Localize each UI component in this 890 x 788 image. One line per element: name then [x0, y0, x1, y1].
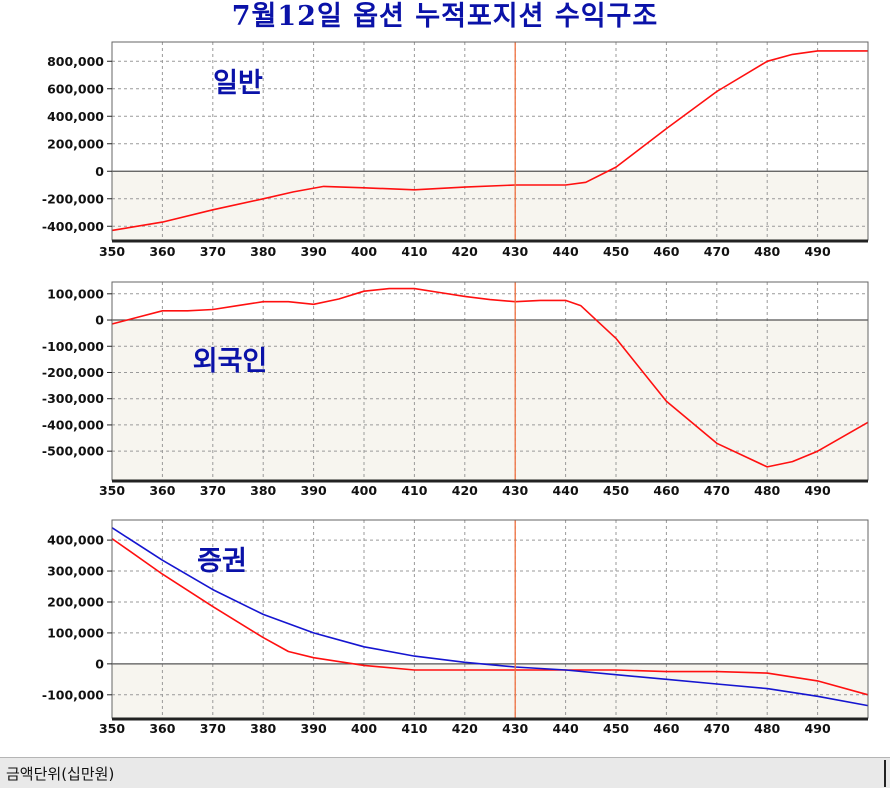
y-tick-label: 0	[95, 164, 104, 179]
y-tick-label: 0	[95, 313, 104, 328]
x-tick-label: 420	[452, 483, 478, 498]
y-tick-label: -100,000	[42, 687, 104, 702]
x-tick-label: 390	[301, 244, 327, 259]
x-tick-label: 410	[401, 483, 427, 498]
panel-label: 증권	[197, 546, 247, 577]
x-tick-label: 400	[351, 483, 377, 498]
panel-label: 일반	[213, 68, 263, 99]
x-tick-label: 470	[704, 483, 730, 498]
x-tick-label: 490	[805, 244, 831, 259]
chart-panel-2: -500,000 -400,000 -300,000 -200,000 -100,000…	[42, 281, 869, 498]
status-bar: 금액단위(십만원)	[0, 757, 890, 788]
x-tick-label: 350	[99, 244, 125, 259]
x-tick-label: 400	[351, 244, 377, 259]
x-tick-label: 410	[401, 244, 427, 259]
x-tick-label: 480	[754, 244, 780, 259]
negative-region	[112, 171, 868, 240]
x-tick-label: 430	[502, 483, 528, 498]
y-tick-label: 400,000	[47, 109, 104, 124]
x-tick-label: 360	[149, 483, 175, 498]
x-tick-label: 380	[250, 244, 276, 259]
chart-panel-1: -400,000 -200,000 0 200,000 400,000 600,000 80…	[42, 41, 869, 259]
x-tick-label: 460	[653, 721, 679, 736]
y-tick-label: 300,000	[47, 564, 104, 579]
x-tick-label: 440	[553, 244, 579, 259]
y-tick-label: -300,000	[42, 391, 104, 406]
x-tick-label: 390	[301, 483, 327, 498]
x-tick-label: 370	[200, 721, 226, 736]
x-tick-label: 440	[553, 483, 579, 498]
y-tick-label: 800,000	[47, 54, 104, 69]
x-tick-label: 430	[502, 721, 528, 736]
y-tick-label: 400,000	[47, 533, 104, 548]
series-line-red	[111, 287, 869, 468]
y-tick-label: 100,000	[47, 625, 104, 640]
y-tick-label: -200,000	[42, 365, 104, 380]
y-tick-label: -400,000	[42, 417, 104, 432]
x-tick-label: 450	[603, 721, 629, 736]
x-tick-label: 480	[754, 721, 780, 736]
negative-region	[112, 320, 868, 480]
x-tick-label: 350	[99, 483, 125, 498]
x-tick-label: 420	[452, 244, 478, 259]
x-tick-label: 390	[301, 721, 327, 736]
x-tick-label: 350	[99, 721, 125, 736]
x-tick-label: 460	[653, 244, 679, 259]
chart-panel-3: -100,000 0 100,000 200,000 300,000 400,000 350…	[42, 519, 869, 736]
y-tick-label: -400,000	[42, 219, 104, 234]
y-tick-label: -500,000	[42, 444, 104, 459]
x-tick-label: 440	[553, 721, 579, 736]
y-tick-label: 0	[95, 656, 104, 671]
panel-label: 외국인	[193, 346, 268, 377]
x-tick-label: 370	[200, 483, 226, 498]
x-tick-label: 380	[250, 483, 276, 498]
x-tick-label: 450	[603, 244, 629, 259]
x-tick-label: 470	[704, 244, 730, 259]
x-tick-label: 450	[603, 483, 629, 498]
y-tick-label: 200,000	[47, 136, 104, 151]
y-tick-label: -100,000	[42, 339, 104, 354]
x-tick-label: 430	[502, 244, 528, 259]
x-tick-label: 490	[805, 483, 831, 498]
y-tick-label: 100,000	[47, 286, 104, 301]
unit-label: 금액단위(십만원)	[6, 765, 115, 783]
charts-canvas: -400,000 -200,000 0 200,000 400,000 600,000 80…	[42, 41, 869, 736]
x-tick-label: 470	[704, 721, 730, 736]
y-tick-label: -200,000	[42, 191, 104, 206]
status-bar-edge	[884, 760, 886, 787]
x-tick-label: 480	[754, 483, 780, 498]
x-tick-label: 370	[200, 244, 226, 259]
x-tick-label: 380	[250, 721, 276, 736]
x-tick-label: 410	[401, 721, 427, 736]
x-tick-label: 490	[805, 721, 831, 736]
series-line-blue	[111, 527, 869, 707]
page-title: 7월12일 옵션 누적포지션 수익구조	[231, 1, 659, 32]
series-line-red	[111, 537, 869, 696]
y-tick-label: 200,000	[47, 594, 104, 609]
x-tick-label: 360	[149, 721, 175, 736]
x-tick-label: 400	[351, 721, 377, 736]
y-tick-label: 600,000	[47, 81, 104, 96]
x-tick-label: 420	[452, 721, 478, 736]
x-tick-label: 360	[149, 244, 175, 259]
x-tick-label: 460	[653, 483, 679, 498]
